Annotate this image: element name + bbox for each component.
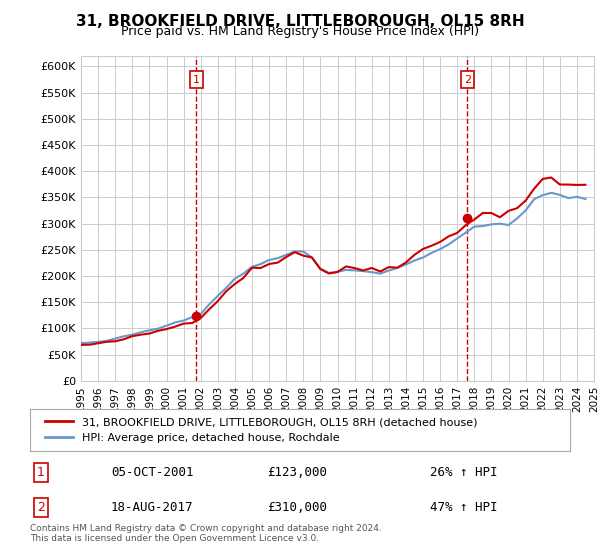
Text: 47% ↑ HPI: 47% ↑ HPI — [430, 501, 497, 514]
Text: 2: 2 — [464, 74, 471, 85]
Text: £123,000: £123,000 — [268, 466, 328, 479]
Text: 05-OCT-2001: 05-OCT-2001 — [111, 466, 193, 479]
Text: £310,000: £310,000 — [268, 501, 328, 514]
Text: 31, BROOKFIELD DRIVE, LITTLEBOROUGH, OL15 8RH: 31, BROOKFIELD DRIVE, LITTLEBOROUGH, OL1… — [76, 14, 524, 29]
Text: 26% ↑ HPI: 26% ↑ HPI — [430, 466, 497, 479]
Text: 1: 1 — [37, 466, 45, 479]
Text: 18-AUG-2017: 18-AUG-2017 — [111, 501, 193, 514]
Text: Contains HM Land Registry data © Crown copyright and database right 2024.
This d: Contains HM Land Registry data © Crown c… — [30, 524, 382, 543]
Legend: 31, BROOKFIELD DRIVE, LITTLEBOROUGH, OL15 8RH (detached house), HPI: Average pri: 31, BROOKFIELD DRIVE, LITTLEBOROUGH, OL1… — [41, 413, 482, 447]
Text: Price paid vs. HM Land Registry's House Price Index (HPI): Price paid vs. HM Land Registry's House … — [121, 25, 479, 38]
Text: 1: 1 — [193, 74, 200, 85]
Text: 2: 2 — [37, 501, 45, 514]
